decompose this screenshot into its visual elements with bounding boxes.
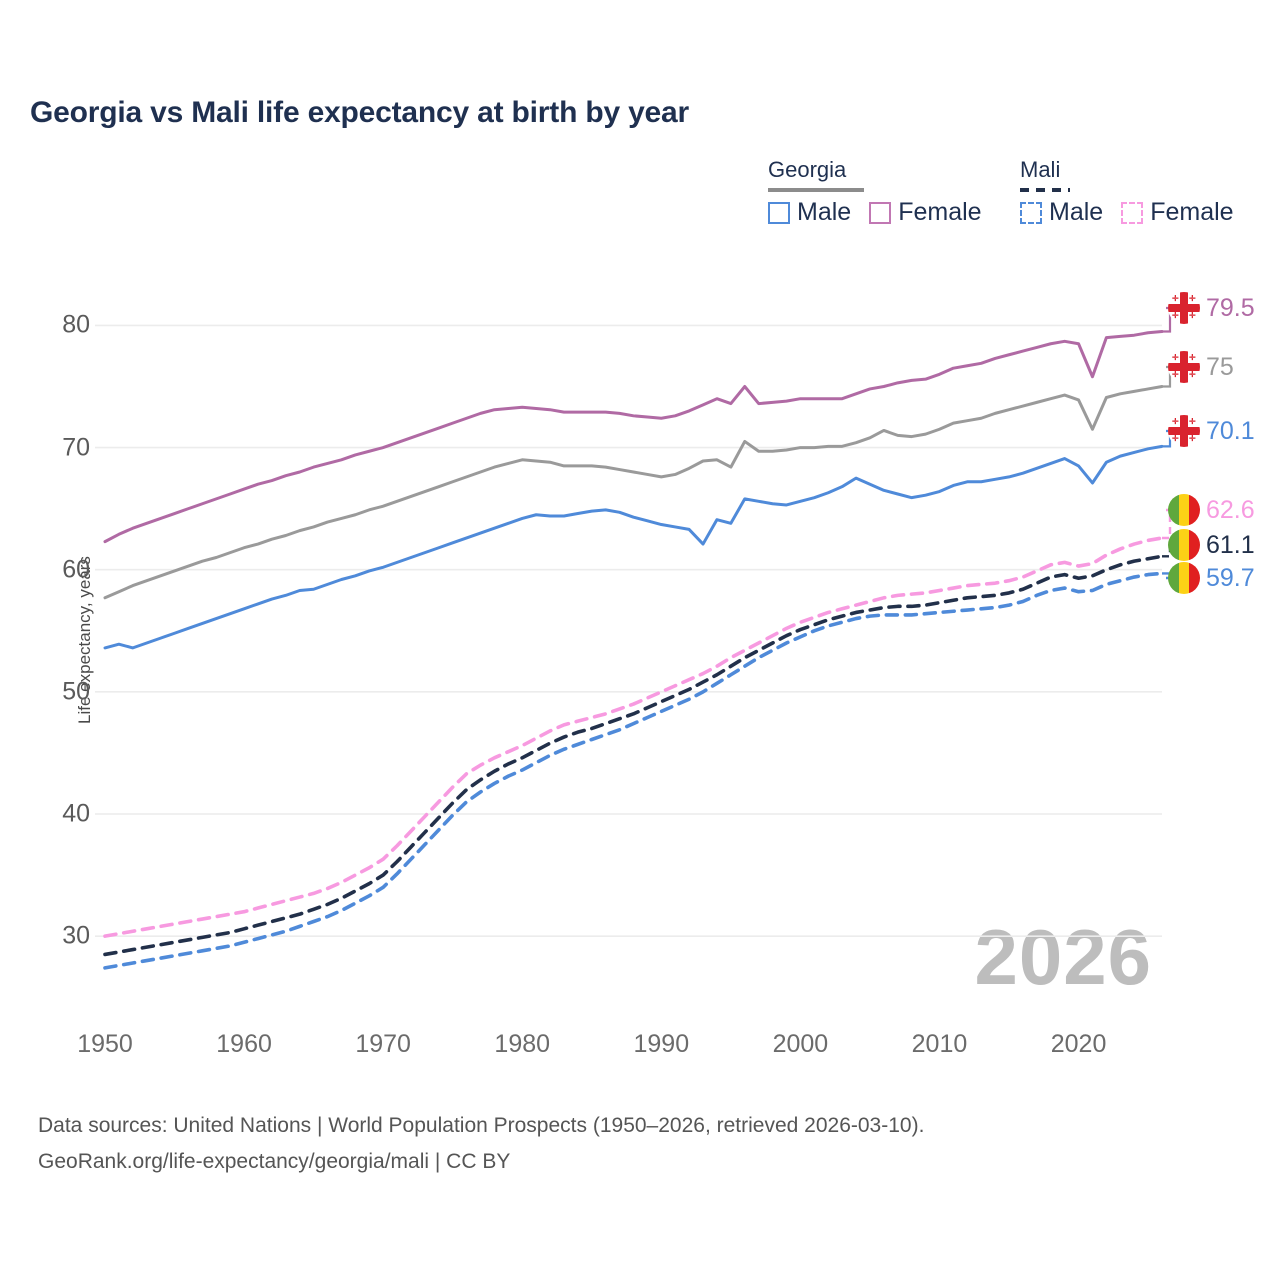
y-axis-label: Life expectancy, years bbox=[75, 556, 94, 724]
legend-swatch-georgia-male bbox=[768, 201, 790, 224]
series-line-georgia-male bbox=[103, 444, 1164, 650]
mali-flag-icon bbox=[1168, 529, 1200, 561]
x-tick-2020: 2020 bbox=[1050, 1030, 1107, 1058]
x-tick-1960: 1960 bbox=[216, 1030, 272, 1058]
end-label-connector bbox=[1162, 543, 1172, 558]
chart-legend: Georgia Male Female Mali Male bbox=[760, 158, 1260, 240]
georgia-flag-icon: ✛ ✛ ✛ ✛ bbox=[1168, 292, 1200, 324]
legend-country-georgia: Georgia bbox=[768, 157, 847, 182]
x-tick-1980: 1980 bbox=[494, 1030, 551, 1058]
end-label-connector bbox=[1162, 306, 1172, 333]
legend-item-mali-female[interactable]: Female bbox=[1121, 198, 1234, 226]
y-tick-30: 30 bbox=[62, 921, 90, 950]
mali-flag-icon bbox=[1168, 562, 1200, 594]
end-label-value: 75 bbox=[1206, 352, 1234, 381]
y-tick-40: 40 bbox=[62, 799, 90, 828]
series-line-mali-total bbox=[103, 554, 1164, 957]
y-tick-50: 50 bbox=[62, 677, 90, 706]
end-label-value: 61.1 bbox=[1206, 530, 1255, 559]
end-label-connector bbox=[1162, 508, 1172, 540]
year-watermark: 2026 bbox=[974, 913, 1152, 1001]
x-tick-1990: 1990 bbox=[633, 1030, 690, 1058]
mali-flag-icon bbox=[1168, 494, 1200, 526]
legend-swatch-georgia-female bbox=[869, 201, 892, 224]
end-label-value: 79.5 bbox=[1206, 293, 1255, 322]
series-line-georgia-total bbox=[103, 385, 1164, 600]
legend-swatch-mali-female bbox=[1121, 201, 1144, 224]
end-label-georgia-female: ✛ ✛ ✛ ✛ 79.5 bbox=[1168, 292, 1255, 324]
legend-rule-mali bbox=[1020, 188, 1070, 193]
x-tick-1970: 1970 bbox=[355, 1030, 411, 1058]
georgia-flag-icon: ✛ ✛ ✛ ✛ bbox=[1168, 351, 1200, 383]
end-label-connector bbox=[1162, 429, 1172, 448]
y-tick-60: 60 bbox=[62, 555, 90, 584]
end-label-georgia-total: ✛ ✛ ✛ ✛ 75 bbox=[1168, 351, 1234, 383]
end-label-mali-female: 62.6 bbox=[1168, 494, 1255, 526]
georgia-flag-icon: ✛ ✛ ✛ ✛ bbox=[1168, 415, 1200, 447]
end-label-connector bbox=[1162, 572, 1172, 580]
legend-item-georgia-male[interactable]: Male bbox=[768, 200, 851, 225]
series-line-mali-male bbox=[103, 571, 1164, 970]
legend-rule-georgia bbox=[768, 188, 864, 193]
legend-swatch-mali-male bbox=[1020, 201, 1042, 224]
series-line-georgia-female bbox=[103, 330, 1164, 544]
x-tick-2000: 2000 bbox=[772, 1030, 829, 1058]
x-tick-2010: 2010 bbox=[911, 1030, 968, 1058]
y-tick-80: 80 bbox=[62, 310, 90, 339]
footer-line-sources: Data sources: United Nations | World Pop… bbox=[38, 1114, 925, 1137]
page-title: Georgia vs Mali life expectancy at birth… bbox=[30, 96, 689, 129]
x-tick-1950: 1950 bbox=[77, 1030, 133, 1058]
legend-item-mali-male[interactable]: Male bbox=[1020, 200, 1103, 225]
legend-label-georgia-male: Male bbox=[797, 198, 852, 226]
end-label-value: 70.1 bbox=[1206, 416, 1255, 445]
footer-line-url: GeoRank.org/life-expectancy/georgia/mali… bbox=[38, 1149, 511, 1173]
legend-label-mali-male: Male bbox=[1049, 198, 1104, 226]
legend-group-georgia: Georgia Male Female bbox=[768, 157, 982, 225]
legend-country-mali: Mali bbox=[1020, 157, 1061, 182]
end-label-value: 62.6 bbox=[1206, 495, 1255, 524]
legend-item-georgia-female[interactable]: Female bbox=[869, 198, 982, 226]
end-label-mali-total: 61.1 bbox=[1168, 529, 1255, 561]
end-label-connector bbox=[1162, 365, 1172, 388]
legend-group-mali: Mali Male Female bbox=[1020, 157, 1234, 225]
legend-label-mali-female: Female bbox=[1150, 198, 1234, 226]
end-label-georgia-male: ✛ ✛ ✛ ✛ 70.1 bbox=[1168, 415, 1255, 447]
footer-credits: Data sources: United Nations | World Pop… bbox=[38, 1108, 924, 1179]
y-tick-70: 70 bbox=[62, 433, 90, 462]
end-label-value: 59.7 bbox=[1206, 563, 1255, 592]
end-label-mali-male: 59.7 bbox=[1168, 562, 1255, 594]
series-line-mali-female bbox=[103, 536, 1164, 938]
legend-label-georgia-female: Female bbox=[898, 198, 982, 226]
